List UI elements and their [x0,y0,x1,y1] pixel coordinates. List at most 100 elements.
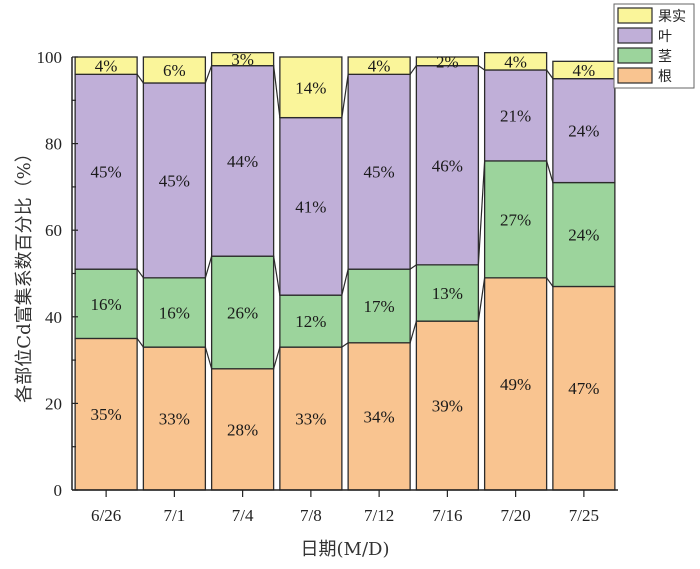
segment-label: 4% [573,61,596,80]
connector-line [409,320,417,343]
connector-line [546,160,554,183]
connector-line [136,73,144,84]
segment-label: 3% [231,50,254,69]
y-tick-label: 100 [37,48,63,67]
y-axis-title: 各部位Cd富集系数百分比（%） [14,144,35,402]
bar-segment [552,181,616,288]
x-tick-label: 7/12 [364,506,394,525]
segment-label: 39% [432,397,463,416]
segment-label: 49% [500,375,531,394]
bar-segment [415,264,480,322]
connector-line [341,342,349,348]
bar-segment [347,342,411,491]
connector-line [546,69,554,80]
bars-layer [74,52,616,491]
connector-line [341,269,349,296]
x-axis-title: 日期(M/D) [301,539,390,560]
bar-segment [142,56,207,84]
x-tick-label: 7/1 [164,506,186,525]
segment-label: 45% [159,171,190,190]
segment-label: 33% [295,410,326,429]
bar-segment [483,52,548,71]
segment-label: 45% [91,163,122,182]
connector-line [204,65,213,84]
bar-segment [415,56,480,67]
segment-label: 16% [91,295,122,314]
bar-segment [483,277,548,491]
legend-swatch [617,27,653,44]
bar-segment [347,268,411,344]
segment-label: 24% [568,226,599,245]
bar-segment [210,368,275,491]
segment-label: 27% [500,210,531,229]
connector-line [477,160,486,265]
connector-line [136,338,144,348]
segment-label: 24% [568,122,599,141]
segment-label: 17% [364,297,395,316]
segment-label: 2% [436,52,459,71]
segment-label: 4% [368,57,391,76]
legend-label: 果实 [658,9,686,25]
bar-segment [74,56,138,75]
connector-line [136,268,144,279]
connector-line [204,256,213,278]
legend-swatch [617,47,653,64]
bar-segment [347,73,411,270]
bar-segment [415,65,480,266]
connector-line [273,256,281,296]
segment-label: 21% [500,106,531,125]
x-tick-label: 7/20 [501,506,531,525]
bar-segment [142,82,207,279]
x-tick-label: 7/25 [569,506,599,525]
segment-label: 26% [227,303,258,322]
legend-label: 根 [658,69,672,85]
segment-label: 28% [227,420,258,439]
legend-swatch [617,67,653,84]
x-tick-label: 7/16 [432,506,462,525]
bar-segment [347,56,411,75]
bar-segment [483,69,548,162]
y-tick-label: 80 [45,135,62,154]
x-tick-label: 6/26 [91,506,121,525]
connector-line [204,346,213,369]
segment-label: 41% [295,197,326,216]
y-tick-label: 0 [54,481,63,500]
connector-line [273,346,281,369]
legend-label: 叶 [658,29,672,45]
connector-line [273,65,281,118]
y-tick-label: 20 [45,394,62,413]
segment-label: 34% [364,407,395,426]
segment-label: 16% [159,303,190,322]
connector-line [409,65,417,75]
legend-label: 茎 [658,49,672,65]
y-tick-label: 40 [45,308,62,327]
bar-segment [552,285,616,491]
segment-label: 14% [295,78,326,97]
y-tick-label: 60 [45,221,62,240]
bar-segment [415,320,480,491]
segment-label: 33% [159,410,190,429]
segment-labels: 35% 16% 45% 4% 33% 16% 45% 6% 28% 26% 44% 3% 33% 12% 4… [91,50,600,439]
connector-line [341,74,349,118]
legend-swatch [617,7,653,24]
bar-segment [279,346,343,491]
bar-segment [142,277,207,348]
x-tick-label: 7/4 [232,506,254,525]
segment-label: 12% [295,312,326,331]
segment-label: 46% [432,156,463,175]
segment-label: 47% [568,379,599,398]
connector-lines [136,65,554,369]
axes: 0 20 40 60 80 100 6/26 7/1 7/4 7/8 7/12 7/16 7/20 7/2… [37,48,618,525]
bar-segment [74,268,138,340]
x-tick-label: 7/8 [300,506,322,525]
bar-segment [483,160,548,279]
connector-line [478,65,485,71]
segment-label: 4% [95,57,118,76]
bar-segment [210,255,275,370]
connector-line [546,277,554,287]
connector-line [409,264,417,270]
bar-segment [210,52,275,67]
segment-label: 13% [432,284,463,303]
